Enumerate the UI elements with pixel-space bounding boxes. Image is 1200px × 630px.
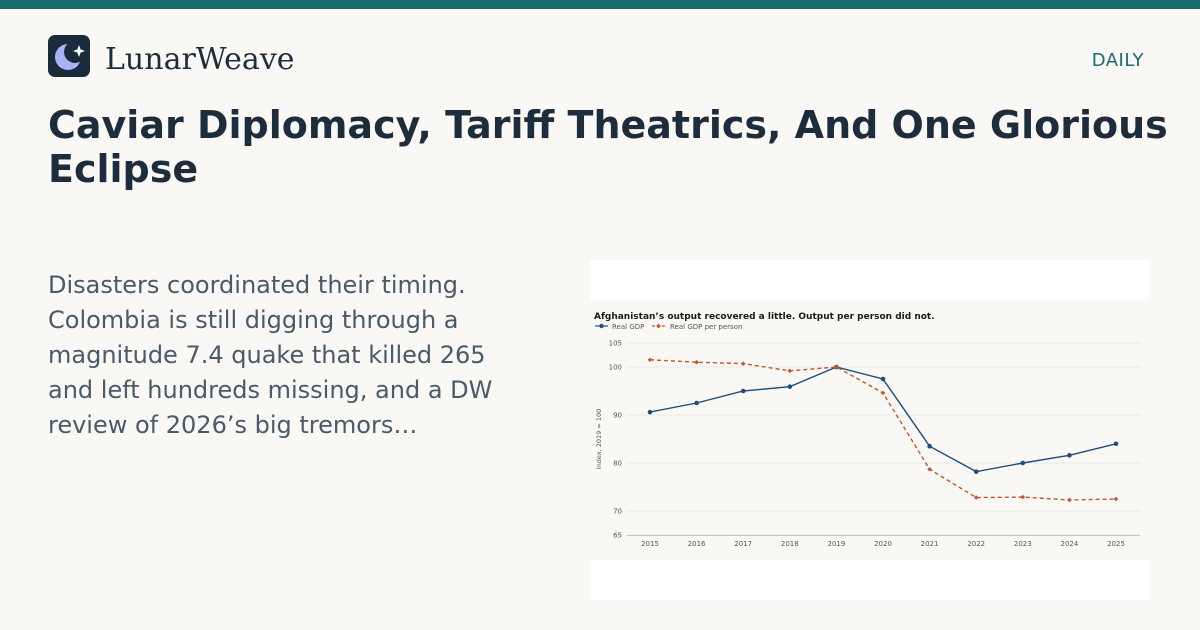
data-point xyxy=(740,388,746,394)
data-point xyxy=(880,376,886,382)
x-tick-label: 2016 xyxy=(688,540,706,548)
data-point xyxy=(973,495,979,500)
data-point xyxy=(973,469,979,474)
article-summary: Disasters coordinated their timing. Colo… xyxy=(48,271,493,439)
chart-area: Afghanistan’s output recovered a little.… xyxy=(590,299,1150,560)
y-tick-label: 100 xyxy=(609,364,622,372)
data-point xyxy=(694,359,699,365)
x-tick-label: 2020 xyxy=(874,540,892,548)
data-point xyxy=(740,361,746,366)
chart-legend: Real GDP Real GDP per person xyxy=(595,323,742,331)
data-point xyxy=(834,364,839,370)
series-line-real-gdp xyxy=(649,366,1117,473)
data-point xyxy=(1113,441,1119,447)
data-point xyxy=(927,466,932,472)
x-tick-label: 2022 xyxy=(967,540,985,548)
data-point xyxy=(1020,494,1026,500)
chart-series xyxy=(647,357,1119,503)
x-tick-label: 2018 xyxy=(781,540,799,548)
data-point xyxy=(647,357,653,363)
y-tick-label: 105 xyxy=(609,340,622,348)
data-point xyxy=(787,384,793,389)
moon-star-icon[interactable] xyxy=(48,35,90,77)
x-axis-ticks: 2015 2016 2017 2018 2019 2020 2021 2022 2023 2024… xyxy=(641,540,1125,548)
data-point xyxy=(1067,453,1072,458)
x-tick-label: 2021 xyxy=(921,540,939,548)
data-point xyxy=(927,443,932,449)
x-tick-label: 2023 xyxy=(1014,540,1032,548)
x-tick-label: 2025 xyxy=(1107,540,1125,548)
section-label[interactable]: DAILY xyxy=(1091,50,1144,71)
x-tick-label: 2019 xyxy=(827,540,845,548)
data-point xyxy=(647,409,653,415)
x-tick-label: 2017 xyxy=(734,540,752,548)
y-tick-label: 65 xyxy=(613,532,622,540)
article-headline[interactable]: Caviar Diplomacy, Tariff Theatrics, And … xyxy=(48,103,1168,191)
data-point xyxy=(1113,496,1119,502)
x-tick-label: 2015 xyxy=(641,540,659,548)
brand-name[interactable]: LunarWeave xyxy=(105,42,295,77)
chart-card: Afghanistan’s output recovered a little.… xyxy=(590,260,1150,600)
legend-label-real-gdp-per-person: Real GDP per person xyxy=(670,323,742,331)
data-point xyxy=(1067,497,1072,503)
chart-title: Afghanistan’s output recovered a little.… xyxy=(594,312,935,322)
y-axis-ticks: 65 70 80 90 100 105 xyxy=(609,340,622,540)
line-chart: Afghanistan’s output recovered a little.… xyxy=(594,312,1140,548)
data-point xyxy=(694,400,699,406)
data-point xyxy=(1020,460,1026,466)
y-axis-label: Index, 2019 = 100 xyxy=(595,409,603,470)
chart-grid xyxy=(627,342,1140,536)
legend-label-real-gdp: Real GDP xyxy=(612,323,644,331)
y-tick-label: 70 xyxy=(613,508,622,516)
y-tick-label: 80 xyxy=(613,460,622,468)
y-tick-label: 90 xyxy=(613,412,622,420)
data-point xyxy=(787,368,793,374)
top-accent-bar xyxy=(0,0,1200,9)
x-tick-label: 2024 xyxy=(1060,540,1078,548)
